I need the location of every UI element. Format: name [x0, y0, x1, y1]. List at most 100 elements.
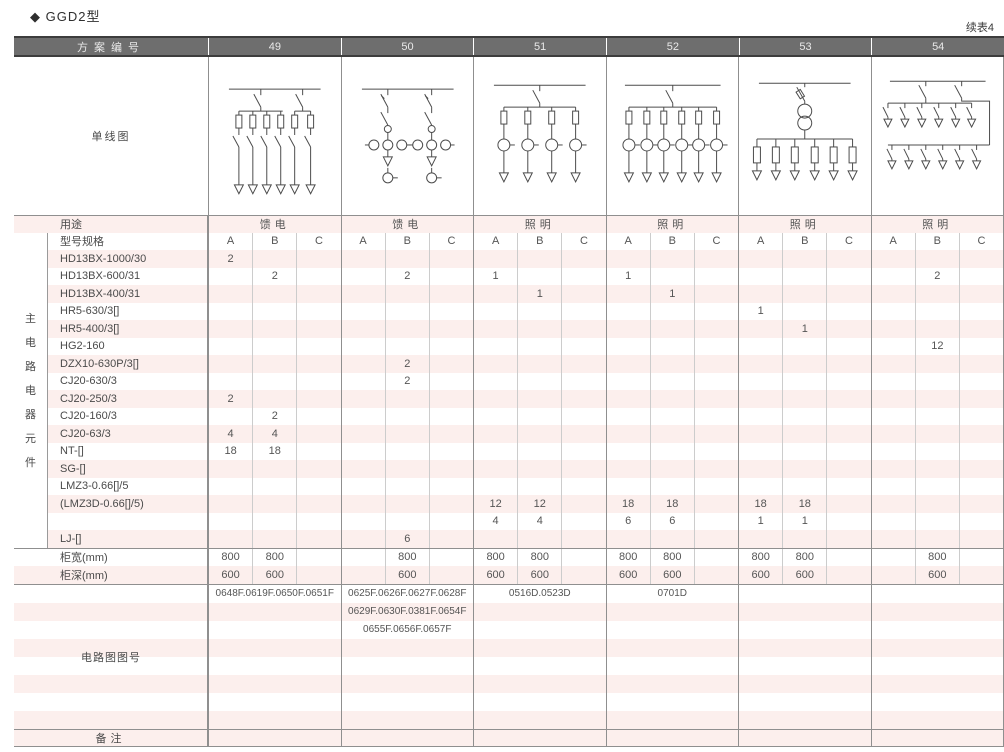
component-qty-cell — [958, 477, 1004, 495]
component-row: LMZ3-0.66[]/5 — [48, 477, 1004, 495]
component-row: NT-[] 18 18 — [48, 442, 1004, 460]
component-qty-cell — [428, 372, 473, 390]
component-qty-cell — [384, 495, 429, 513]
component-qty-cell — [914, 302, 959, 320]
diagram-row-label: 单线图 — [91, 131, 131, 143]
component-qty-cell — [958, 407, 1004, 425]
component-qty-cell — [605, 337, 650, 355]
component-qty-cell — [384, 460, 429, 478]
component-qty-cell — [870, 512, 915, 530]
component-row: SG-[] — [48, 460, 1004, 478]
component-qty-cell — [208, 495, 252, 513]
component-qty-cell — [340, 495, 385, 513]
group-label-char: 电 — [25, 337, 36, 349]
circuit-number-cell-54 — [870, 710, 1004, 729]
circuit-diagram-number-section: 电路图图号 0648F.0619F.0650F.0651F 0625F.0626F… — [14, 583, 1004, 729]
component-qty-cell — [605, 372, 650, 390]
circuit-number-cell-51 — [473, 692, 606, 711]
dimension-cell: 600 — [473, 566, 517, 584]
sub-column-header-cell: A — [870, 232, 915, 250]
component-qty-cell — [870, 477, 915, 495]
component-qty-cell — [914, 442, 959, 460]
component-qty-cell — [605, 285, 650, 303]
component-label: HD13BX-400/31 — [48, 285, 208, 303]
component-qty-cell — [870, 530, 915, 548]
single-line-diagram-row: 单线图 — [14, 57, 1004, 215]
component-qty-cell — [384, 320, 429, 338]
component-qty-cell — [384, 250, 429, 268]
remark-cell — [340, 729, 474, 746]
dimension-cell — [870, 566, 915, 584]
component-qty-cell — [826, 285, 870, 303]
component-qty-cell — [693, 460, 738, 478]
dimension-cell: 600 — [384, 566, 429, 584]
circuit-number-cell-53 — [738, 638, 871, 657]
dimension-cell — [428, 548, 473, 566]
header-scheme-53: 53 — [738, 38, 872, 55]
single-line-diagram-49 — [208, 57, 341, 215]
component-qty-cell — [958, 337, 1004, 355]
component-qty-cell: 2 — [384, 355, 429, 373]
component-qty-cell — [649, 250, 694, 268]
component-qty-cell — [738, 267, 782, 285]
component-qty-cell — [208, 372, 252, 390]
component-qty-cell — [252, 495, 296, 513]
component-qty-cell — [428, 285, 473, 303]
component-qty-cell — [561, 267, 605, 285]
component-qty-cell — [649, 372, 694, 390]
component-qty-cell — [826, 407, 870, 425]
component-qty-cell — [208, 407, 252, 425]
component-qty-cell: 4 — [473, 512, 517, 530]
circuit-number-cell-52 — [605, 710, 739, 729]
component-qty-cell — [826, 267, 870, 285]
header-scheme-54: 54 — [871, 38, 1004, 55]
component-qty-cell: 6 — [649, 512, 694, 530]
sub-column-header-cell: A — [738, 232, 782, 250]
component-qty-cell — [958, 530, 1004, 548]
component-qty-cell — [428, 355, 473, 373]
component-qty-cell — [914, 460, 959, 478]
circuit-diagram-number-label: 电路图图号 — [81, 651, 141, 664]
circuit-number-cell-50 — [340, 638, 474, 657]
component-qty-cell — [428, 495, 473, 513]
component-qty-cell — [605, 302, 650, 320]
dimension-row: 柜宽(mm) 800 800 800 800 800 800 800 800 800 800 — [14, 548, 1004, 566]
component-qty-cell — [649, 407, 694, 425]
component-qty-cell — [826, 495, 870, 513]
component-qty-cell — [252, 512, 296, 530]
component-qty-cell — [826, 337, 870, 355]
component-qty-cell — [340, 407, 385, 425]
sub-column-header-cell: C — [561, 232, 605, 250]
component-qty-cell — [208, 477, 252, 495]
main-circuit-components-vertical-label: 主电路电器元件 — [14, 232, 48, 548]
dimension-cell: 800 — [782, 548, 826, 566]
component-qty-cell — [782, 442, 826, 460]
dimension-cell: 800 — [252, 548, 296, 566]
spec-header-label: 型号规格 — [48, 232, 208, 250]
component-qty-cell: 2 — [914, 267, 959, 285]
component-qty-cell — [517, 407, 561, 425]
circuit-label-spacer — [14, 692, 208, 711]
component-qty-cell — [782, 390, 826, 408]
component-qty-cell — [296, 495, 340, 513]
component-label: NT-[] — [48, 442, 208, 460]
component-qty-cell: 1 — [605, 267, 650, 285]
component-qty-cell — [914, 495, 959, 513]
component-qty-cell — [296, 390, 340, 408]
dimension-cell: 600 — [208, 566, 252, 584]
component-qty-cell — [782, 425, 826, 443]
component-qty-cell — [340, 477, 385, 495]
dimension-cell — [296, 566, 340, 584]
circuit-label-spacer — [14, 656, 208, 675]
sub-column-header-cell: B — [517, 232, 561, 250]
dimension-cell — [296, 548, 340, 566]
component-qty-cell — [340, 530, 385, 548]
component-qty-cell — [649, 337, 694, 355]
component-qty-cell — [605, 407, 650, 425]
component-label: HD13BX-1000/30 — [48, 250, 208, 268]
component-qty-cell — [693, 302, 738, 320]
component-qty-cell: 4 — [208, 425, 252, 443]
sub-column-header-cell: B — [782, 232, 826, 250]
sub-column-header-cell: A — [208, 232, 252, 250]
